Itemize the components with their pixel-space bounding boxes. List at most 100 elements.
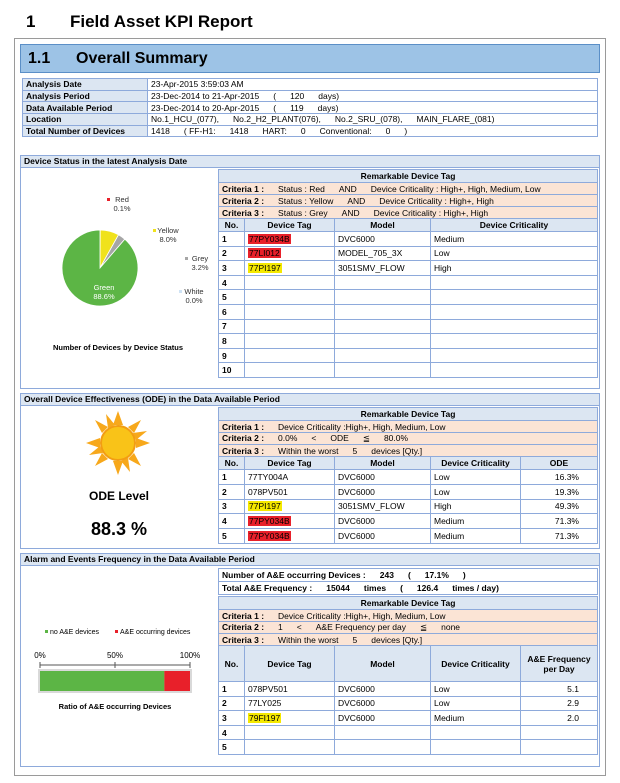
- cell: Medium: [430, 513, 521, 530]
- data-row: 8: [218, 333, 598, 349]
- cell: 2: [218, 245, 245, 262]
- criteria: Criteria 2 : 1 < A&E Frequency per day ≦ none: [218, 621, 598, 634]
- criteria-row: Criteria 2 : 0.0% < ODE ≦ 80.0%: [218, 432, 598, 445]
- cell: DVC6000: [334, 483, 431, 500]
- text-part: Device Criticality : High+, High: [379, 195, 494, 206]
- section-title: Overall Summary: [76, 50, 208, 67]
- report-header: 1 Field Asset KPI Report: [26, 12, 253, 32]
- heading-row: Remarkable Device Tag: [218, 407, 598, 421]
- text-part: times / day): [452, 583, 499, 593]
- highlighted-tag: 77PI197: [248, 501, 282, 512]
- cell: Low: [430, 483, 521, 500]
- criteria-row: Criteria 3 : Within the worst 5 devices [Qt…: [218, 633, 598, 646]
- text-part: 23-Dec-2014 to 20-Apr-2015: [151, 102, 260, 113]
- data-row: 7: [218, 318, 598, 335]
- ode-level-label: ODE Level: [88, 489, 150, 503]
- cell: [334, 289, 431, 305]
- cell: 71.3%: [520, 513, 598, 530]
- summary-value: 23-Dec-2014 to 20-Apr-2015 (119 days): [147, 101, 598, 115]
- cell: 4: [218, 724, 245, 741]
- cell: [334, 739, 431, 755]
- text-part: MAIN_FLARE_(081): [416, 114, 495, 125]
- data-row: 2 078PV501 DVC6000 Low 19.3%: [218, 483, 598, 500]
- cell: 10: [218, 362, 245, 378]
- cell: DVC6000: [334, 681, 431, 697]
- highlighted-tag: 77PY034B: [248, 531, 291, 542]
- text-part: ( FF-H1:: [183, 126, 216, 137]
- cell: 1: [218, 681, 245, 697]
- text-part: Device Criticality : High+, High: [373, 207, 489, 218]
- cell: 49.3%: [520, 498, 598, 515]
- column-header: A&E Frequency per Day: [520, 645, 598, 682]
- info-row: Number of A&E occurring Devices : 243 (17.…: [218, 568, 598, 582]
- cell: 5: [218, 528, 245, 544]
- column-header: Model: [334, 645, 431, 682]
- data-row: 3 77PI197 3051SMV_FLOW High 49.3%: [218, 498, 598, 515]
- cell: Medium: [430, 231, 598, 247]
- cell: MODEL_705_3X: [334, 245, 431, 262]
- summary-value: 23-Apr-2015 3:59:03 AM: [147, 78, 598, 91]
- data-row: 4: [218, 724, 598, 741]
- cell: 2: [218, 695, 245, 712]
- cell: 1: [218, 231, 245, 247]
- cell: 77PY034B: [244, 513, 335, 530]
- table-heading: Remarkable Device Tag: [218, 407, 598, 421]
- text-part: Total A&E Frequency :: [222, 583, 313, 593]
- text-part: 80.0%: [383, 433, 409, 444]
- text-part: (: [400, 583, 403, 593]
- text-part: (: [407, 570, 411, 580]
- cell: 2.9: [520, 695, 598, 712]
- remarkable-table: Remarkable Device Tag Criteria 1 : Device …: [218, 596, 598, 755]
- cell: DVC6000: [334, 469, 431, 485]
- summary-row: Total Number of Devices 1418( FF-H1: 1418 H…: [22, 124, 598, 138]
- info: Total A&E Frequency : 15044 times (126.4 tim…: [218, 581, 598, 595]
- text-part: devices [Qty.]: [371, 634, 423, 645]
- data-row: 3 79FI197 DVC6000 Medium 2.0: [218, 710, 598, 726]
- text-part: No.2_SRU_(078),: [334, 114, 403, 125]
- cell: 3: [218, 710, 245, 726]
- text-part: days): [318, 91, 340, 102]
- cell: High: [430, 260, 598, 276]
- cell: 77PY034B: [244, 231, 335, 247]
- text-part: Status : Yellow: [278, 195, 334, 206]
- cell: 3: [218, 498, 245, 515]
- cell: [334, 318, 431, 335]
- column-header: Device Criticality: [430, 645, 521, 682]
- summary-label: Total Number of Devices: [22, 124, 148, 138]
- text-part: (: [273, 102, 277, 113]
- text-part: HART:: [262, 126, 287, 137]
- cell: [244, 347, 335, 364]
- info: Number of A&E occurring Devices : 243 (17.…: [218, 568, 598, 582]
- text-part: Within the worst: [278, 445, 339, 456]
- cell: [244, 318, 335, 335]
- remarkable-table: Remarkable Device Tag Criteria 1 : Status …: [218, 169, 598, 378]
- cell: [520, 739, 598, 755]
- summary-label: Location: [22, 113, 148, 126]
- cell: 77LY025: [244, 695, 335, 712]
- cell: 7: [218, 318, 245, 335]
- alarm-info: Number of A&E occurring Devices : 243 (17.…: [218, 568, 598, 595]
- cell: 19.3%: [520, 483, 598, 500]
- text-part: Status : Red: [278, 183, 325, 194]
- text-part: 0: [300, 126, 306, 137]
- text-part: Criteria 2 :: [222, 195, 265, 206]
- cell: 77TY004A: [244, 469, 335, 485]
- summary-label: Analysis Date: [22, 78, 148, 91]
- data-row: 9: [218, 347, 598, 364]
- highlighted-tag: 79FI197: [248, 712, 282, 723]
- text-part: ODE: [330, 433, 349, 444]
- cell: 77PI197: [244, 260, 335, 276]
- text-part: devices [Qty.]: [371, 445, 423, 456]
- panel-title: Device Status in the latest Analysis Dat…: [20, 155, 600, 168]
- criteria: Criteria 1 : Status : Red AND Device Critic…: [218, 182, 598, 195]
- text-part: 1418: [151, 126, 170, 137]
- column-header: Device Tag: [244, 645, 335, 682]
- remarkable-table: Remarkable Device Tag Criteria 1 : Device …: [218, 407, 598, 544]
- summary-row: Analysis Date 23-Apr-2015 3:59:03 AM: [22, 78, 598, 91]
- text-part: No.2_H2_PLANT(076),: [233, 114, 321, 125]
- text-part: 5: [352, 634, 358, 645]
- data-row: 2 77LI012 MODEL_705_3X Low: [218, 245, 598, 262]
- cell: 1: [218, 469, 245, 485]
- cell: 4: [218, 274, 245, 291]
